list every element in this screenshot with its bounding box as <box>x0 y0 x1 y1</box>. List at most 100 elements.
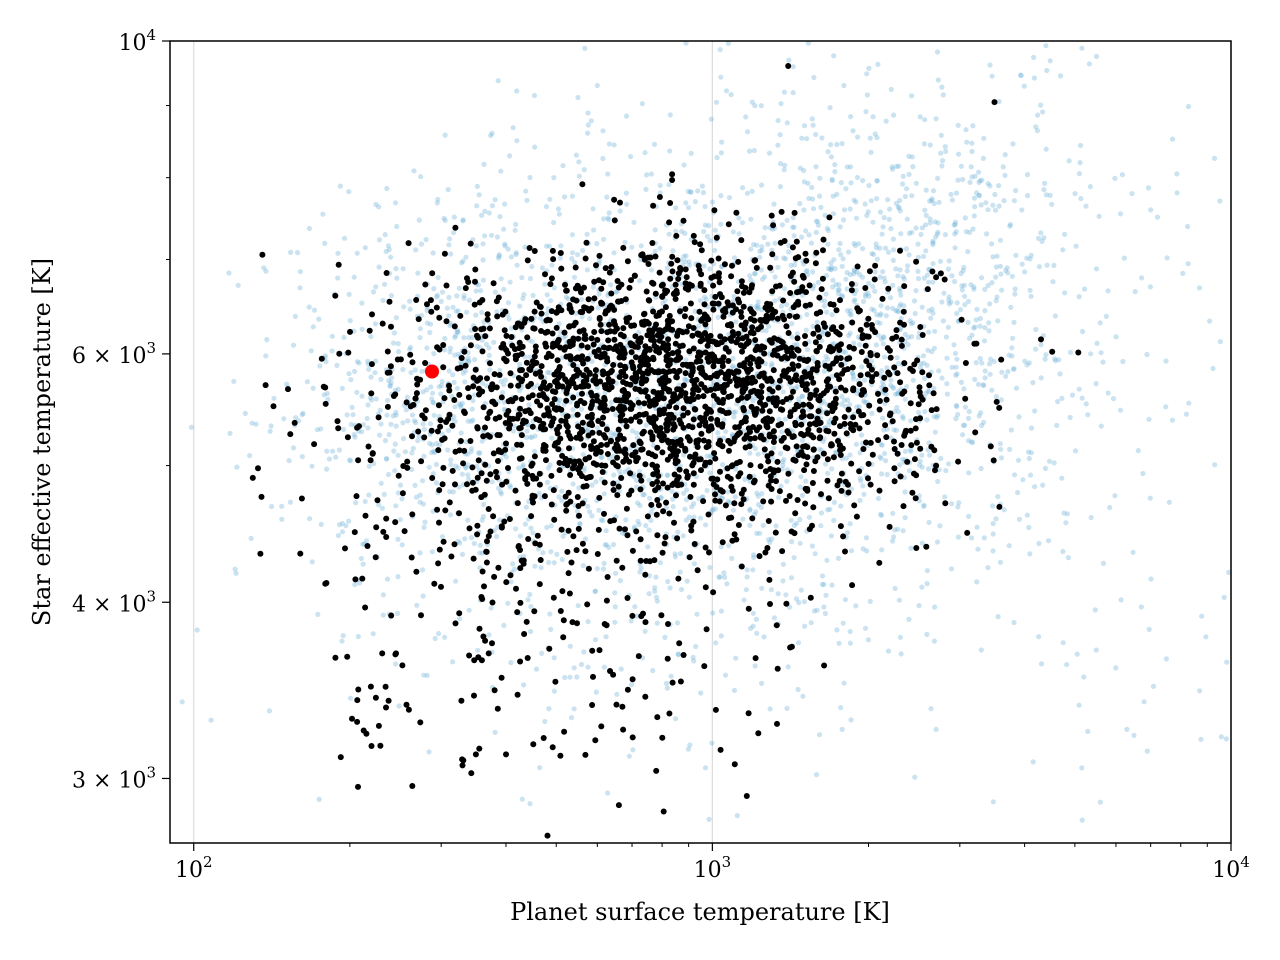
data-point <box>435 196 441 202</box>
data-point <box>485 533 492 540</box>
data-point <box>636 418 643 425</box>
data-point <box>547 196 553 202</box>
data-point <box>341 235 348 241</box>
data-point <box>318 521 324 528</box>
data-point <box>745 425 752 432</box>
data-point <box>1047 192 1053 198</box>
data-point <box>1056 357 1062 363</box>
data-point <box>235 282 241 288</box>
data-point <box>851 240 857 247</box>
data-point <box>448 320 454 327</box>
data-point <box>623 505 630 512</box>
data-point <box>413 494 420 500</box>
data-point <box>681 253 687 259</box>
data-point <box>672 296 679 302</box>
data-point <box>766 433 773 440</box>
data-point <box>593 353 600 359</box>
data-point <box>883 396 890 403</box>
data-point <box>663 505 669 511</box>
data-point <box>841 207 848 213</box>
data-point <box>985 282 991 289</box>
data-point <box>635 500 641 506</box>
data-point <box>664 456 671 463</box>
data-point <box>635 518 641 525</box>
data-point <box>702 349 709 356</box>
data-point <box>547 462 553 468</box>
data-point <box>850 373 857 379</box>
data-point <box>712 506 719 512</box>
data-point <box>1121 255 1127 261</box>
data-point <box>955 177 961 183</box>
data-point <box>704 406 711 413</box>
data-point <box>696 496 702 502</box>
data-point <box>822 362 829 369</box>
data-point <box>799 393 805 399</box>
data-point <box>596 258 602 264</box>
data-point <box>672 551 678 557</box>
data-point <box>354 359 361 365</box>
data-point <box>281 416 287 422</box>
data-point <box>805 40 812 46</box>
data-point <box>848 287 855 294</box>
data-point <box>985 565 991 571</box>
data-point <box>409 433 415 440</box>
data-point <box>897 267 903 273</box>
data-point <box>579 383 586 390</box>
data-point <box>461 293 467 299</box>
data-point <box>468 535 475 541</box>
data-point <box>881 335 887 341</box>
data-point <box>585 427 591 433</box>
data-point <box>673 205 679 211</box>
data-point <box>1086 61 1092 67</box>
data-point <box>755 303 761 309</box>
data-point <box>646 327 653 334</box>
data-point <box>794 335 801 342</box>
data-point <box>537 315 544 321</box>
data-point <box>965 438 972 444</box>
data-point <box>718 633 724 639</box>
data-point <box>438 298 444 304</box>
data-point <box>566 445 572 452</box>
data-point <box>419 368 425 374</box>
data-point <box>767 264 774 271</box>
data-point <box>865 475 871 482</box>
data-point <box>839 263 845 269</box>
data-point <box>682 230 688 236</box>
data-point <box>565 383 572 390</box>
data-point <box>1009 353 1015 359</box>
data-point <box>1039 238 1045 244</box>
data-point <box>631 473 637 480</box>
data-point <box>346 371 352 377</box>
data-point <box>906 252 912 258</box>
data-point <box>559 488 565 494</box>
data-point <box>424 672 430 679</box>
data-point <box>337 183 343 189</box>
data-point <box>741 597 747 603</box>
data-point <box>931 345 938 351</box>
data-point <box>462 285 469 292</box>
data-point <box>603 426 610 433</box>
data-point <box>594 397 601 404</box>
data-point <box>762 316 769 323</box>
data-point <box>847 308 854 314</box>
data-point <box>1186 400 1192 406</box>
data-point <box>578 406 585 412</box>
data-point <box>817 446 823 452</box>
data-point <box>919 304 925 310</box>
data-point <box>818 510 825 516</box>
data-point <box>711 358 718 365</box>
data-point <box>753 264 760 271</box>
data-point <box>991 358 997 365</box>
data-point <box>1218 734 1224 740</box>
data-point <box>798 474 804 480</box>
data-point <box>450 372 456 378</box>
data-point <box>857 372 864 379</box>
data-point <box>460 217 466 223</box>
data-point <box>704 453 710 459</box>
data-point <box>815 222 822 228</box>
data-point <box>795 298 802 305</box>
data-point <box>942 144 948 150</box>
data-point <box>493 384 500 391</box>
data-point <box>479 348 486 355</box>
data-point <box>439 436 446 443</box>
